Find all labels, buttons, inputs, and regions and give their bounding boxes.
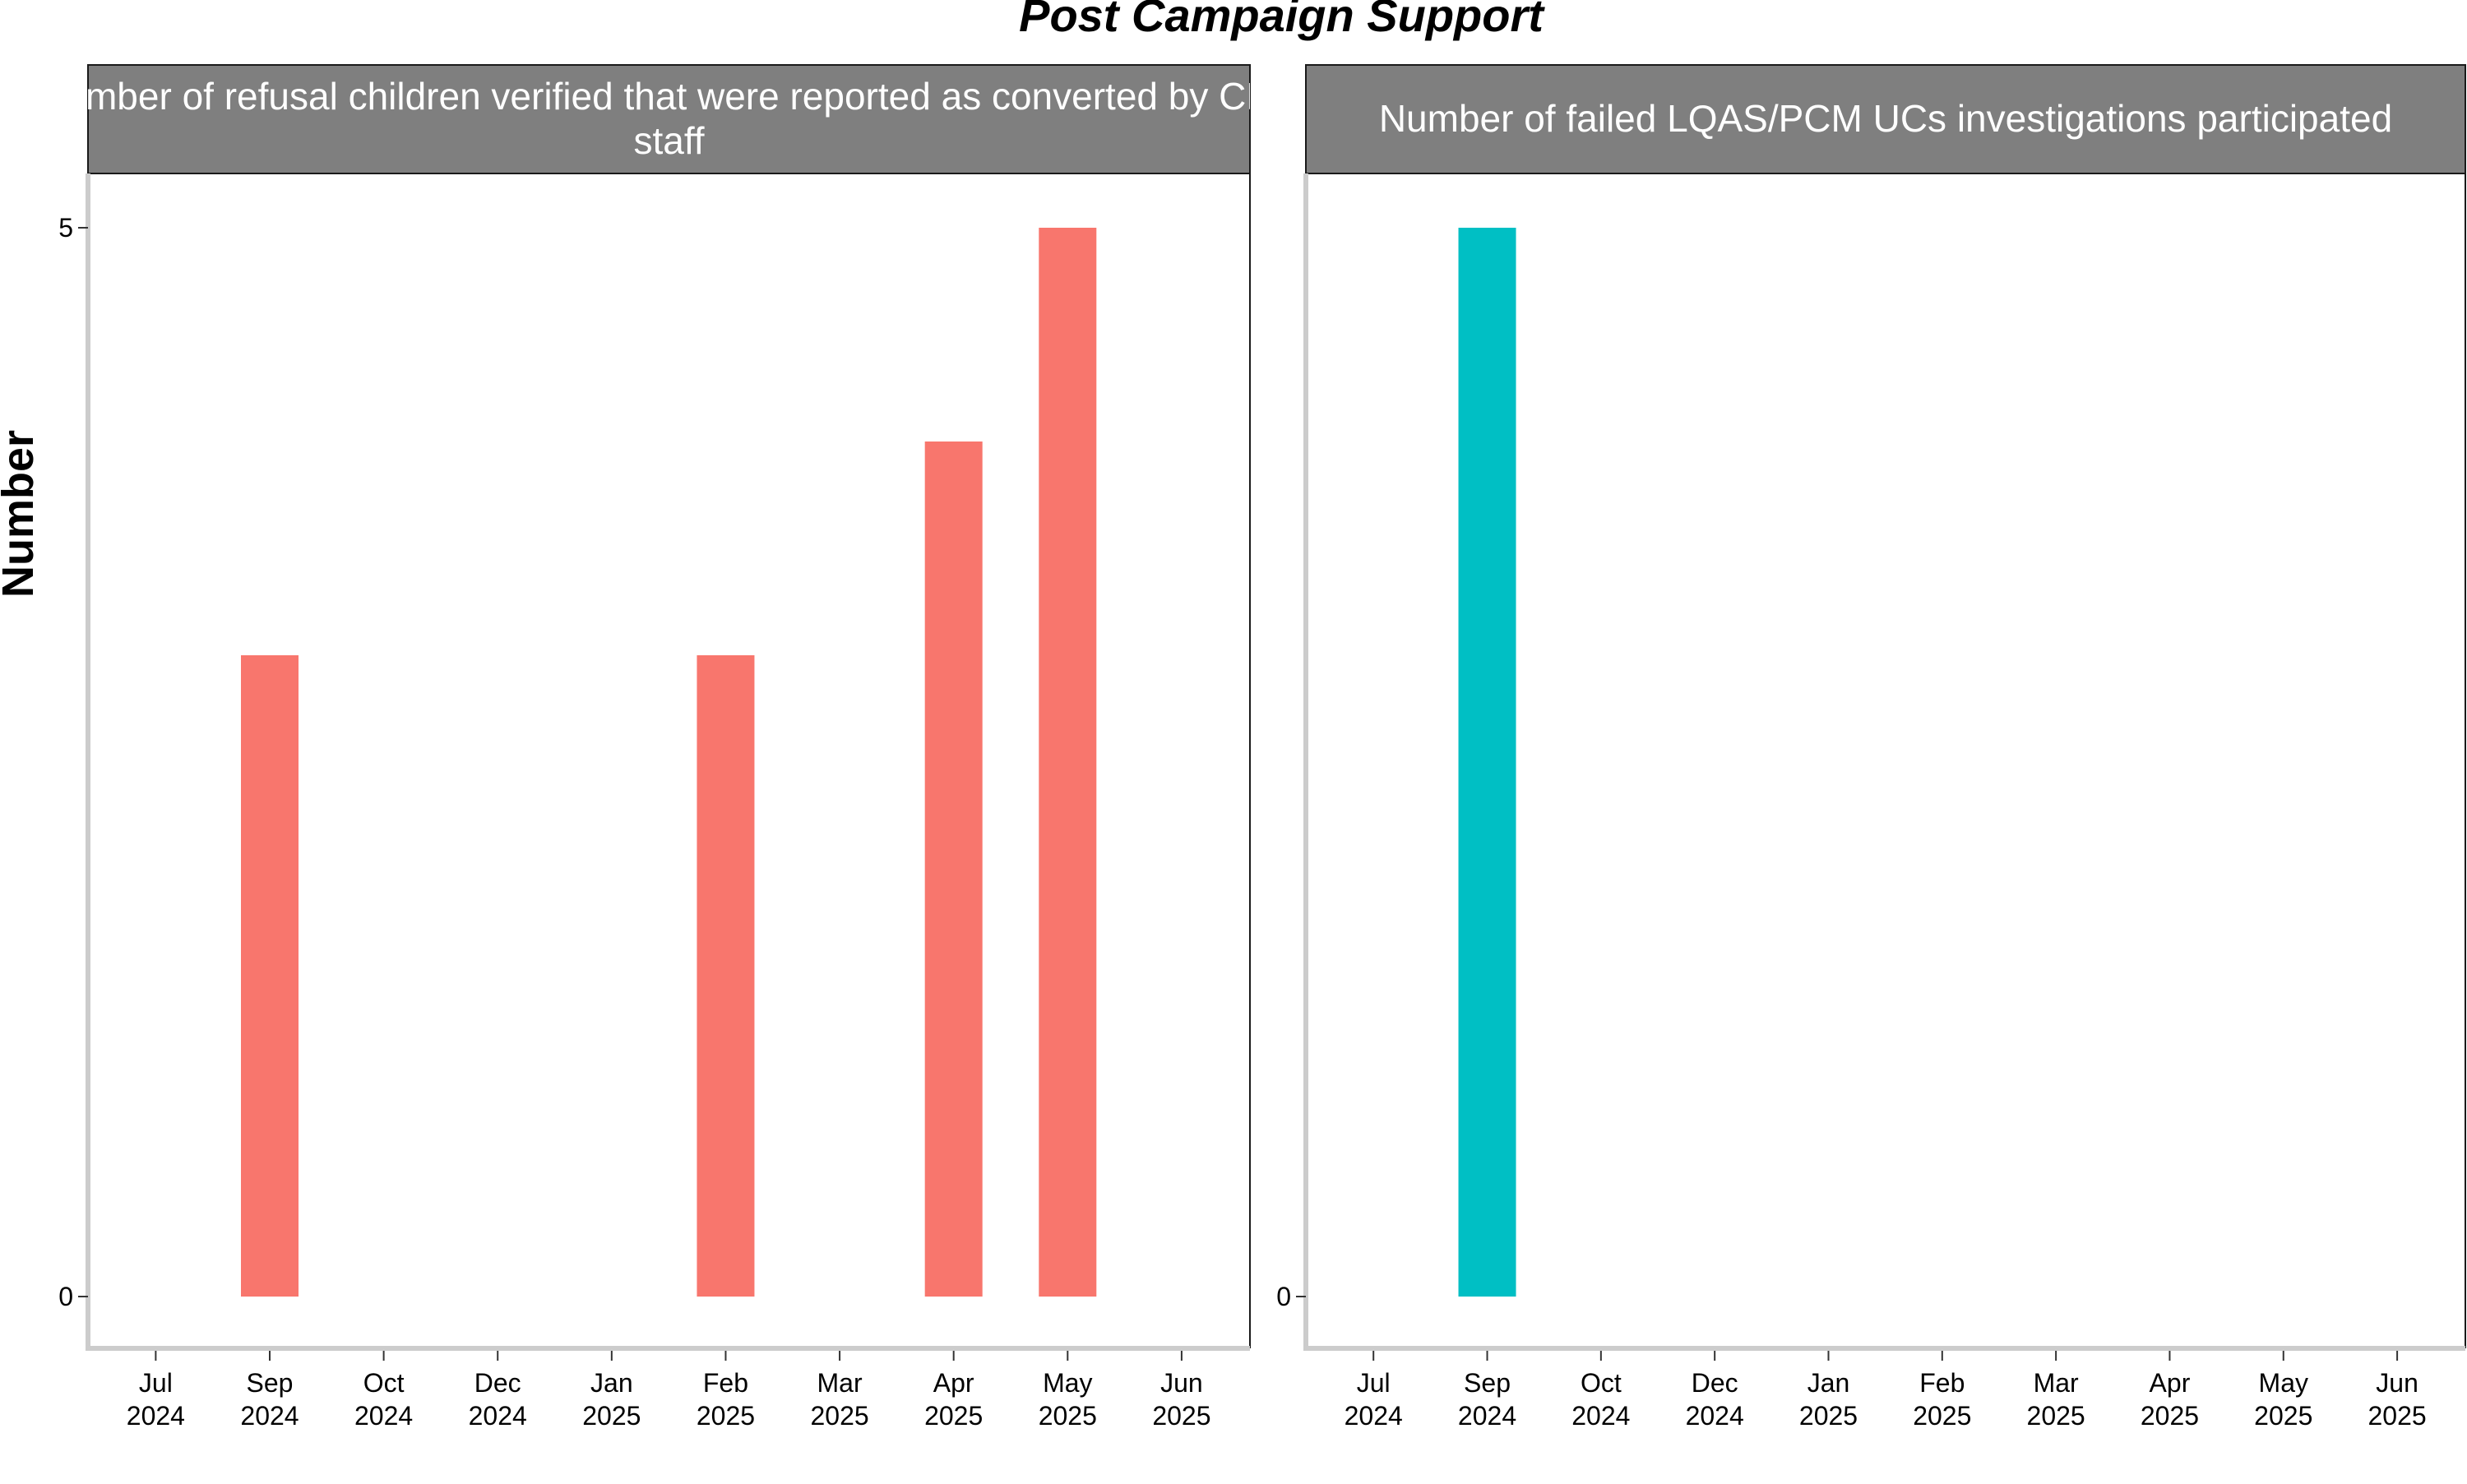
chart-title: Post Campaign Support	[1019, 0, 1545, 41]
x-tick-label-year: 2024	[469, 1401, 527, 1431]
x-tick-label-month: Jul	[139, 1368, 173, 1398]
x-tick-label-year: 2025	[2254, 1401, 2312, 1431]
x-tick-label-month: Dec	[1692, 1368, 1738, 1398]
panel-title-line: Number of failed LQAS/PCM UCs investigat…	[1379, 97, 2392, 140]
x-tick-label-year: 2025	[2367, 1401, 2426, 1431]
x-tick-label-month: Jul	[1357, 1368, 1391, 1398]
panel-1: Number of failed LQAS/PCM UCs investigat…	[1276, 64, 2466, 1431]
x-tick-label-year: 2024	[1686, 1401, 1744, 1431]
y-tick-label: 0	[58, 1282, 73, 1311]
bar-may-2025	[1039, 228, 1097, 1297]
x-tick-label-year: 2025	[2141, 1401, 2199, 1431]
panel-strip	[87, 64, 1251, 174]
x-tick-label-month: Jan	[590, 1368, 633, 1398]
x-tick-label-year: 2025	[697, 1401, 755, 1431]
x-tick-label-month: Dec	[474, 1368, 521, 1398]
x-tick-label-year: 2024	[1345, 1401, 1403, 1431]
x-tick-label-month: Jun	[1160, 1368, 1203, 1398]
x-tick-label-month: Mar	[817, 1368, 863, 1398]
x-tick-label-year: 2024	[354, 1401, 413, 1431]
x-tick-label-month: Sep	[1464, 1368, 1511, 1398]
y-tick-label: 5	[58, 213, 73, 243]
x-tick-label-month: May	[2259, 1368, 2308, 1398]
x-tick-label-year: 2024	[240, 1401, 299, 1431]
x-tick-label-month: Jun	[2376, 1368, 2418, 1398]
x-tick-label-month: May	[1043, 1368, 1092, 1398]
panel-title-line: Number of refusal children verified that…	[37, 75, 1301, 118]
bar-sep-2024	[240, 655, 299, 1297]
bar-sep-2024	[1458, 228, 1516, 1297]
bar-apr-2025	[924, 442, 983, 1297]
panel-strip-text-group: Number of failed LQAS/PCM UCs investigat…	[1379, 97, 2392, 140]
x-tick-label-month: Feb	[1919, 1368, 1965, 1398]
x-tick-label-month: Apr	[2150, 1368, 2191, 1398]
panel-strip-text-group: Number of refusal children verified that…	[37, 75, 1301, 162]
x-tick-label-year: 2025	[582, 1401, 641, 1431]
y-tick-label: 0	[1276, 1282, 1291, 1311]
panel-0: Number of refusal children verified that…	[37, 64, 1301, 1431]
x-tick-label-year: 2025	[2027, 1401, 2085, 1431]
x-tick-label-year: 2025	[1799, 1401, 1858, 1431]
panel-title-line: staff	[633, 119, 704, 162]
panel-strip	[1305, 64, 2466, 174]
bar-feb-2025	[697, 655, 755, 1297]
x-tick-label-month: Oct	[1581, 1368, 1622, 1398]
x-tick-label-month: Oct	[363, 1368, 405, 1398]
x-tick-label-year: 2024	[1571, 1401, 1630, 1431]
y-axis-label: Number	[0, 430, 43, 598]
x-tick-label-year: 2024	[127, 1401, 185, 1431]
x-tick-label-year: 2025	[810, 1401, 868, 1431]
x-tick-label-year: 2025	[1152, 1401, 1210, 1431]
x-tick-label-month: Feb	[703, 1368, 748, 1398]
x-tick-label-month: Jan	[1807, 1368, 1850, 1398]
x-tick-label-year: 2025	[1913, 1401, 1971, 1431]
x-tick-label-year: 2025	[1039, 1401, 1097, 1431]
x-tick-label-month: Mar	[2034, 1368, 2079, 1398]
x-tick-label-month: Apr	[933, 1368, 974, 1398]
x-tick-label-year: 2024	[1458, 1401, 1516, 1431]
x-tick-label-month: Sep	[247, 1368, 294, 1398]
x-tick-label-year: 2025	[924, 1401, 983, 1431]
